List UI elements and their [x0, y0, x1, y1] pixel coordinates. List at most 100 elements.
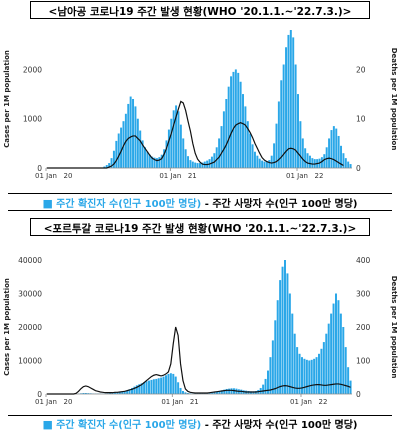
chart1-bar-105 [297, 94, 299, 168]
chart2-bar-42 [148, 381, 150, 394]
chart1-bar-79 [235, 69, 237, 168]
chart2-bar-106 [303, 359, 305, 394]
chart1-bar-95 [273, 143, 275, 168]
chart2-ytick-3: 30000 [18, 290, 42, 299]
chart1-ytick-2: 2000 [23, 65, 42, 74]
chart2-ytick-4: 40000 [18, 256, 42, 265]
chart2-xtick-year-0: 20 [64, 398, 73, 406]
chart2-bar-55 [180, 388, 182, 394]
chart1-bar-120 [333, 126, 335, 168]
chart2-bar-56 [182, 391, 184, 394]
chart1-bar-31 [120, 128, 122, 168]
chart1-bar-117 [326, 147, 328, 168]
chart2-bar-96 [279, 280, 281, 394]
chart2-bar-107 [306, 360, 308, 394]
chart1-bar-94 [271, 156, 273, 168]
chart1-bar-47 [158, 157, 160, 168]
chart1-bar-35 [130, 97, 132, 168]
chart1-legend-divider-bottom [8, 210, 392, 211]
chart1-bar-60 [189, 160, 191, 168]
chart1-bar-59 [187, 156, 189, 168]
chart2-xtick-label-0: 01 Jan [35, 398, 57, 406]
chart1-bar-97 [278, 101, 280, 168]
chart1-bar-92 [266, 162, 268, 168]
chart1-bar-53 [173, 110, 175, 168]
chart1-y2label: Deaths per 1M population [390, 48, 398, 151]
chart2-xtick-year-2: 22 [319, 398, 328, 406]
chart2-bar-117 [330, 314, 332, 394]
chart1-bar-61 [192, 162, 194, 168]
chart1-bar-125 [345, 158, 347, 168]
chart2-bar-103 [296, 347, 298, 394]
chart1-bar-118 [328, 138, 330, 168]
chart1-bar-75 [225, 99, 227, 168]
chart1-bar-34 [127, 104, 129, 168]
chart2-bar-45 [155, 379, 157, 394]
chart2-bar-44 [153, 379, 155, 394]
chart2-y2tick-3: 300 [356, 290, 371, 299]
chart1-bar-109 [307, 153, 309, 168]
chart1-xtick-label-2: 01 Jan [286, 172, 308, 180]
chart2-legend-cases: 주간 확진자 수(인구 100만 명당) [56, 420, 201, 431]
chart2-bar-120 [337, 300, 339, 394]
chart2-bar-119 [335, 294, 337, 395]
chart2-bar-52 [172, 374, 174, 394]
chart1-bar-74 [223, 111, 225, 168]
chart1-bar-42 [146, 152, 148, 168]
chart1-bar-46 [156, 158, 158, 168]
chart2-bar-124 [347, 367, 349, 394]
chart1-bar-93 [268, 160, 270, 168]
chart1-y2tick-0: 0 [356, 164, 361, 173]
chart1-bar-55 [177, 111, 179, 168]
chart2-bar-92 [269, 357, 271, 394]
chart1-south-africa: Cases per 1M population Deaths per 1M pop… [0, 22, 400, 194]
chart2-y2tick-4: 400 [356, 256, 371, 265]
chart1-bar-110 [309, 156, 311, 168]
chart1-xtick-label-0: 01 Jan [35, 172, 57, 180]
chart2-bar-75 [228, 389, 230, 394]
chart1-bar-51 [168, 130, 170, 168]
chart1-bar-39 [139, 131, 141, 168]
chart2-ylabel: Cases per 1M population [3, 278, 11, 376]
chart2-legend-cases-marker: ■ [43, 418, 53, 431]
chart2-bar-121 [340, 314, 342, 394]
chart1-bar-98 [280, 80, 282, 168]
chart1-ylabel: Cases per 1M population [3, 50, 11, 148]
chart1-bar-108 [304, 148, 306, 168]
chart2-bar-97 [282, 267, 284, 394]
chart2-legend-sep: - [201, 420, 212, 431]
chart1-ytick-1: 1000 [23, 115, 42, 124]
chart2-bar-98 [284, 260, 286, 394]
chart1-bar-28 [113, 151, 115, 168]
chart1-xtick-year-1: 21 [188, 172, 197, 180]
chart1-bar-30 [118, 134, 120, 169]
chart2-bar-101 [291, 314, 293, 394]
chart2-bar-99 [286, 273, 288, 394]
chart2-bar-94 [274, 320, 276, 394]
chart1-bar-63 [197, 163, 199, 168]
chart2-bar-100 [289, 294, 291, 395]
chart1-bar-86 [252, 144, 254, 168]
chart2-bar-113 [320, 349, 322, 394]
chart1-bar-76 [228, 87, 230, 168]
chart2-xtick-label-1: 01 Jan [161, 398, 183, 406]
chart2-bar-93 [272, 340, 274, 394]
chart2-bar-122 [342, 327, 344, 394]
chart2-legend: ■ 주간 확진자 수(인구 100만 명당) - 주간 사망자 수(인구 100… [0, 416, 400, 431]
chart1-legend-sep: - [201, 199, 212, 210]
chart2-bar-111 [316, 357, 318, 394]
chart1-bar-77 [230, 76, 232, 168]
chart2-y2tick-1: 100 [356, 357, 371, 366]
chart2-bar-110 [313, 359, 315, 394]
chart2-bar-112 [318, 354, 320, 394]
chart2-bar-114 [323, 342, 325, 394]
chart2-bar-89 [262, 385, 264, 394]
chart1-bar-102 [290, 30, 292, 168]
chart2-title: <포르투갈 코로나19 주간 발생 현황(WHO '20.1.1.~'22.7.… [0, 221, 400, 236]
chart2-bar-76 [231, 388, 233, 394]
chart1-bar-85 [249, 134, 251, 169]
chart1-bar-111 [311, 158, 313, 168]
chart2-legend-deaths: 주간 사망자 수(인구 100만 명당) [212, 420, 357, 431]
chart1-bar-41 [144, 147, 146, 168]
